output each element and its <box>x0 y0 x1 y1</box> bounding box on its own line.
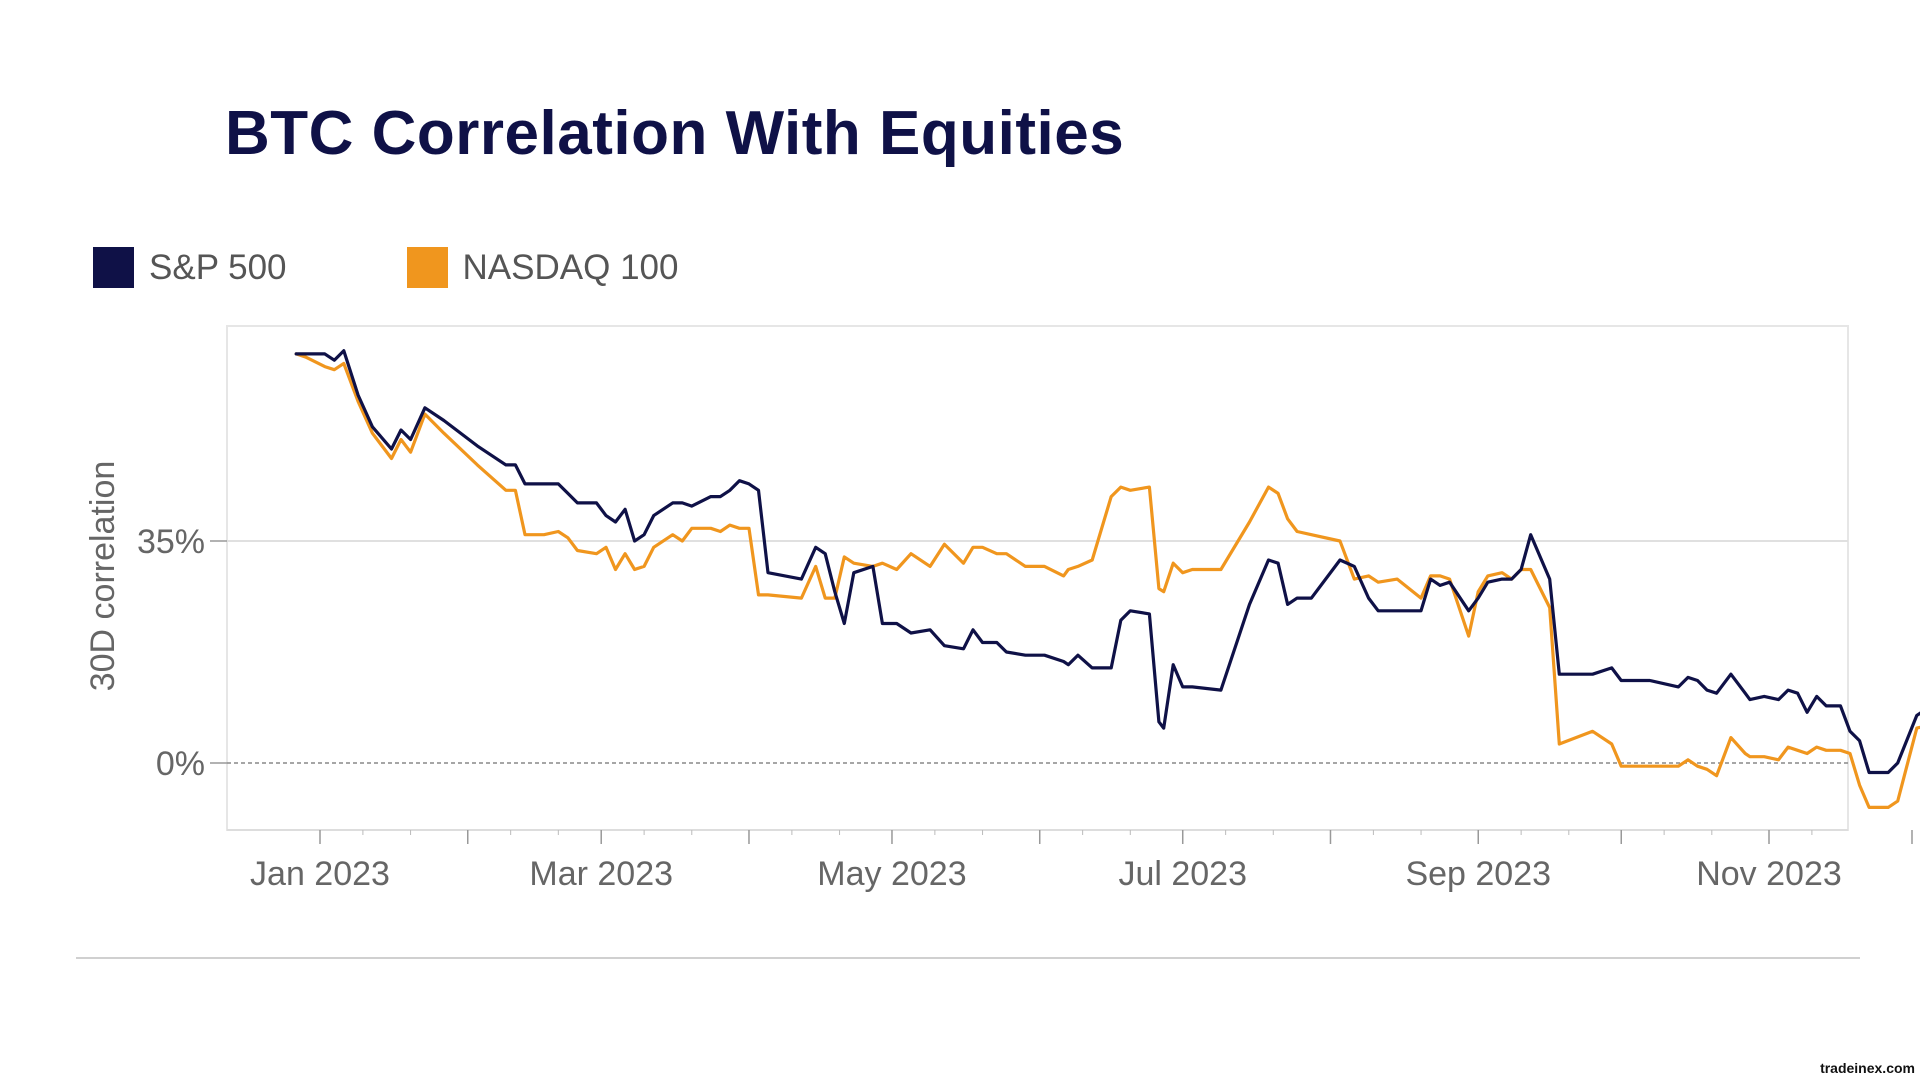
chart-title: BTC Correlation With Equities <box>225 99 1125 168</box>
watermark: tradeinex.com <box>1820 1060 1915 1076</box>
x-tick-label: Sep 2023 <box>1405 855 1551 893</box>
x-tick-label: Nov 2023 <box>1696 855 1842 893</box>
legend-label-nasdaq100: NASDAQ 100 <box>462 247 679 287</box>
legend-swatch-sp500 <box>93 247 134 288</box>
x-tick-label: May 2023 <box>817 855 966 893</box>
legend-swatch-nasdaq100 <box>406 247 448 288</box>
y-tick-label: 0% <box>156 745 205 783</box>
legend-item-nasdaq100: NASDAQ 100 <box>406 247 679 288</box>
legend-label-sp500: S&P 500 <box>149 247 287 287</box>
x-tick-label: Mar 2023 <box>529 855 673 893</box>
legend: S&P 500 NASDAQ 100 <box>93 247 798 288</box>
series-line-sp500 <box>294 349 1920 775</box>
x-tick-label: Jan 2023 <box>250 855 390 893</box>
y-axis-label: 30D correlation <box>84 461 122 692</box>
x-tick-label: Jul 2023 <box>1118 855 1247 893</box>
series-line-nasdaq100 <box>294 352 1920 809</box>
plot-frame <box>226 325 1849 831</box>
y-tick-label: 35% <box>137 523 205 561</box>
footer-divider <box>76 957 1860 959</box>
legend-item-sp500: S&P 500 <box>93 247 287 288</box>
